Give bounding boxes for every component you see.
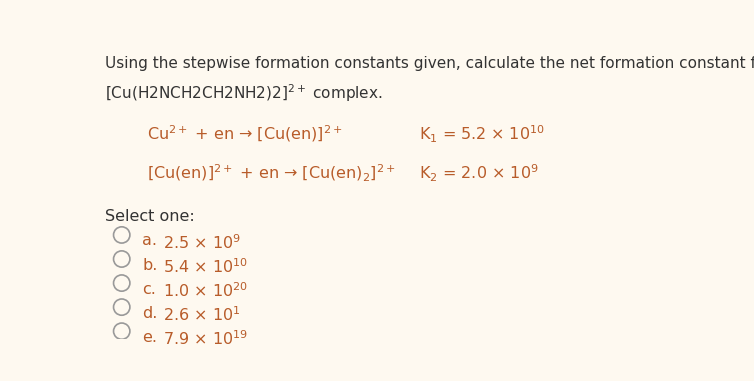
Text: d.: d.	[143, 306, 158, 321]
Text: c.: c.	[143, 282, 156, 296]
Text: Cu$^{2+}$ + en → [Cu(en)]$^{2+}$: Cu$^{2+}$ + en → [Cu(en)]$^{2+}$	[147, 123, 342, 144]
Text: Select one:: Select one:	[105, 208, 195, 224]
Text: 2.6 × 10$^{1}$: 2.6 × 10$^{1}$	[163, 306, 241, 324]
Text: [Cu(en)]$^{2+}$ + en → [Cu(en)$_2$]$^{2+}$: [Cu(en)]$^{2+}$ + en → [Cu(en)$_2$]$^{2+…	[147, 163, 395, 184]
Text: 5.4 × 10$^{10}$: 5.4 × 10$^{10}$	[163, 258, 248, 276]
Text: a.: a.	[143, 234, 157, 248]
Text: Using the stepwise formation constants given, calculate the net formation consta: Using the stepwise formation constants g…	[105, 56, 754, 71]
Text: 1.0 × 10$^{20}$: 1.0 × 10$^{20}$	[163, 282, 248, 300]
Text: [Cu(H2NCH2CH2NH2)2]$^{2+}$ complex.: [Cu(H2NCH2CH2NH2)2]$^{2+}$ complex.	[105, 82, 382, 104]
Text: K$_1$ = 5.2 × 10$^{10}$: K$_1$ = 5.2 × 10$^{10}$	[418, 123, 544, 145]
Text: 7.9 × 10$^{19}$: 7.9 × 10$^{19}$	[163, 330, 248, 348]
Text: 2.5 × 10$^{9}$: 2.5 × 10$^{9}$	[163, 234, 241, 252]
Text: e.: e.	[143, 330, 157, 345]
Text: K$_2$ = 2.0 × 10$^{9}$: K$_2$ = 2.0 × 10$^{9}$	[418, 163, 538, 184]
Text: b.: b.	[143, 258, 158, 272]
